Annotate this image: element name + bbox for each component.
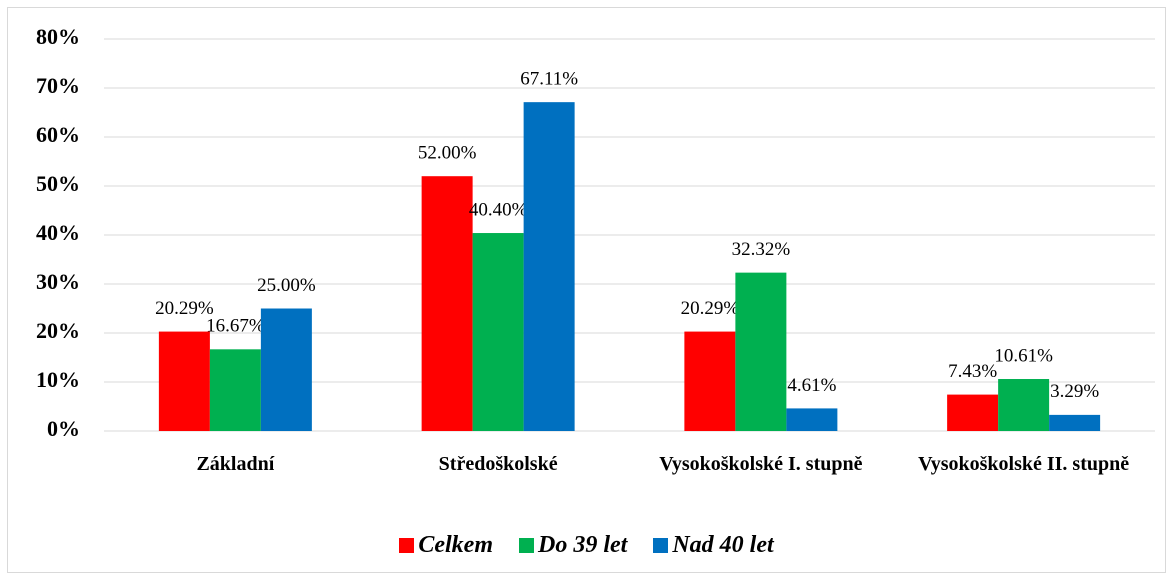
- legend-label: Do 39 let: [538, 532, 628, 558]
- data-label: 3.29%: [1050, 381, 1099, 402]
- y-tick-label: 70%: [36, 73, 80, 98]
- legend-swatch: [399, 538, 415, 553]
- y-tick-label: 60%: [36, 122, 80, 147]
- y-tick-label: 30%: [36, 269, 80, 294]
- y-tick-label: 50%: [36, 171, 80, 196]
- legend-swatch: [519, 538, 534, 553]
- bar: [735, 272, 787, 431]
- legend-label: Nad 40 let: [672, 532, 774, 558]
- y-tick-label: 0%: [47, 416, 80, 441]
- bar: [472, 233, 524, 431]
- legend-item: Do 39 let: [519, 532, 627, 559]
- bar: [523, 102, 575, 431]
- data-label: 4.61%: [787, 375, 836, 396]
- bar: [998, 379, 1050, 431]
- y-tick-label: 40%: [36, 220, 80, 245]
- x-tick-label: Vysokoškolské I. stupně: [659, 453, 863, 475]
- data-label: 10.61%: [994, 345, 1053, 366]
- legend-item: Nad 40 let: [653, 532, 774, 559]
- legend: Celkem Do 39 let Nad 40 let: [0, 532, 1173, 559]
- bar: [421, 176, 473, 431]
- bar: [158, 331, 210, 431]
- y-tick-label: 20%: [36, 318, 80, 343]
- data-label: 7.43%: [948, 361, 997, 382]
- bar: [947, 394, 999, 431]
- data-label: 20.29%: [155, 298, 214, 319]
- data-label: 52.00%: [418, 143, 477, 164]
- data-label: 25.00%: [257, 275, 316, 296]
- data-label: 40.40%: [469, 199, 528, 220]
- data-label: 32.32%: [732, 239, 791, 260]
- y-tick-label: 80%: [36, 24, 80, 49]
- data-label: 16.67%: [206, 316, 265, 337]
- data-label: 67.11%: [520, 69, 578, 90]
- bar: [684, 331, 736, 431]
- y-tick-label: 10%: [36, 367, 80, 392]
- bar: [260, 308, 312, 431]
- bar: [786, 408, 838, 431]
- bar: [209, 349, 261, 431]
- legend-label: Celkem: [418, 532, 493, 558]
- data-label: 20.29%: [681, 298, 740, 319]
- legend-item: Celkem: [399, 532, 493, 559]
- x-tick-label: Vysokoškolské II. stupně: [918, 453, 1130, 475]
- legend-swatch: [653, 538, 669, 553]
- bar: [1049, 414, 1101, 431]
- x-tick-label: Základní: [196, 453, 275, 475]
- x-tick-label: Středoškolské: [438, 453, 558, 475]
- chart-border: [7, 7, 1166, 573]
